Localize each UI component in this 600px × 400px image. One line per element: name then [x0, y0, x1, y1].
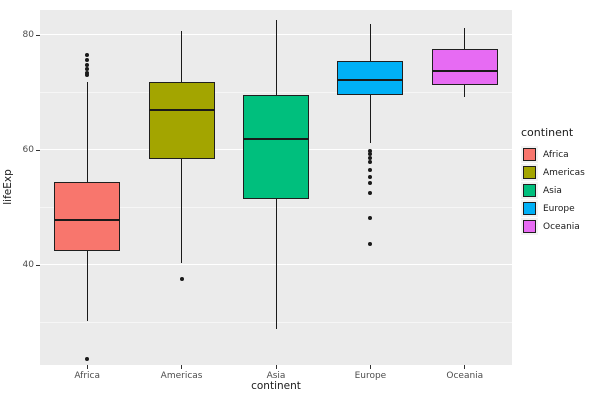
- y-tick-label: 40: [22, 259, 34, 270]
- legend-swatch-asia: [523, 184, 536, 197]
- median-line-asia: [243, 138, 309, 141]
- legend-label-americas: Americas: [543, 167, 585, 178]
- box-oceania: [431, 48, 498, 86]
- x-tick-mark-oceania: [464, 365, 466, 369]
- box-asia: [243, 95, 309, 200]
- legend-item-oceania: Oceania: [521, 218, 599, 235]
- outlier-point-europe: [368, 156, 373, 161]
- outlier-point-africa: [85, 62, 90, 67]
- legend-item-americas: Americas: [521, 164, 599, 181]
- outlier-point-africa: [85, 58, 90, 63]
- x-tick-mark-americas: [181, 365, 183, 369]
- median-line-europe: [337, 78, 404, 81]
- outlier-point-europe: [368, 190, 373, 195]
- outlier-point-europe: [368, 167, 373, 172]
- legend-key-americas: [521, 164, 538, 181]
- legend-swatch-oceania: [523, 220, 536, 233]
- x-tick-label-europe: Europe: [354, 371, 387, 381]
- outlier-point-europe: [368, 216, 373, 221]
- legend-title: continent: [521, 126, 574, 139]
- outlier-point-europe: [368, 148, 373, 153]
- legend-item-africa: Africa: [521, 146, 599, 163]
- whisker-upper-europe: [369, 24, 371, 61]
- legend-label-europe: Europe: [543, 203, 575, 214]
- outlier-point-africa: [85, 73, 90, 78]
- y-tick-label: 80: [22, 29, 34, 40]
- legend-key-africa: [521, 146, 538, 163]
- legend: continent Africa Americas Asia Europe Oceani…: [521, 126, 599, 236]
- whisker-lower-africa: [86, 251, 88, 322]
- y-tick-mark: [36, 264, 40, 266]
- x-tick-label-africa: Africa: [74, 371, 101, 381]
- legend-label-oceania: Oceania: [543, 221, 580, 232]
- outlier-point-africa: [85, 67, 90, 72]
- legend-item-europe: Europe: [521, 200, 599, 217]
- x-tick-mark-africa: [86, 365, 88, 369]
- whisker-upper-asia: [275, 19, 277, 96]
- box-europe: [337, 60, 404, 95]
- whisker-upper-africa: [86, 82, 88, 183]
- median-line-oceania: [431, 69, 498, 72]
- outlier-point-europe: [368, 175, 373, 180]
- outlier-point-americas: [179, 276, 184, 281]
- legend-item-asia: Asia: [521, 182, 599, 199]
- legend-key-asia: [521, 182, 538, 199]
- legend-label-asia: Asia: [543, 185, 562, 196]
- legend-key-oceania: [521, 218, 538, 235]
- legend-swatch-europe: [523, 202, 536, 215]
- box-americas: [148, 82, 215, 159]
- legend-label-africa: Africa: [543, 149, 569, 160]
- whisker-upper-americas: [181, 30, 183, 83]
- whisker-lower-europe: [369, 94, 371, 144]
- whisker-upper-oceania: [464, 27, 466, 49]
- legend-swatch-americas: [523, 166, 536, 179]
- outlier-point-africa: [85, 70, 90, 75]
- outlier-point-africa: [85, 357, 90, 362]
- median-line-americas: [148, 108, 215, 111]
- y-axis-title: lifeExp: [2, 169, 14, 205]
- outlier-point-europe: [368, 180, 373, 185]
- y-tick-mark: [36, 34, 40, 36]
- legend-swatch-africa: [523, 148, 536, 161]
- box-africa: [54, 182, 121, 252]
- x-tick-mark-europe: [369, 365, 371, 369]
- outlier-point-europe: [368, 151, 373, 156]
- x-axis-title: continent: [251, 380, 301, 392]
- whisker-lower-oceania: [464, 85, 466, 98]
- plot-panel: [40, 10, 512, 365]
- legend-items: Africa Americas Asia Europe Oceania: [521, 146, 599, 235]
- x-tick-label-oceania: Oceania: [446, 371, 484, 381]
- x-tick-mark-asia: [275, 365, 277, 369]
- median-line-africa: [54, 219, 121, 221]
- outlier-point-africa: [85, 53, 90, 58]
- whisker-lower-americas: [181, 159, 183, 263]
- legend-key-europe: [521, 200, 538, 217]
- y-tick-label: 60: [22, 144, 34, 155]
- x-tick-label-americas: Americas: [160, 371, 203, 381]
- outlier-point-europe: [368, 242, 373, 247]
- outlier-point-europe: [368, 159, 373, 164]
- whisker-lower-asia: [275, 199, 277, 330]
- y-tick-mark: [36, 149, 40, 151]
- x-tick-label-asia: Asia: [266, 371, 286, 381]
